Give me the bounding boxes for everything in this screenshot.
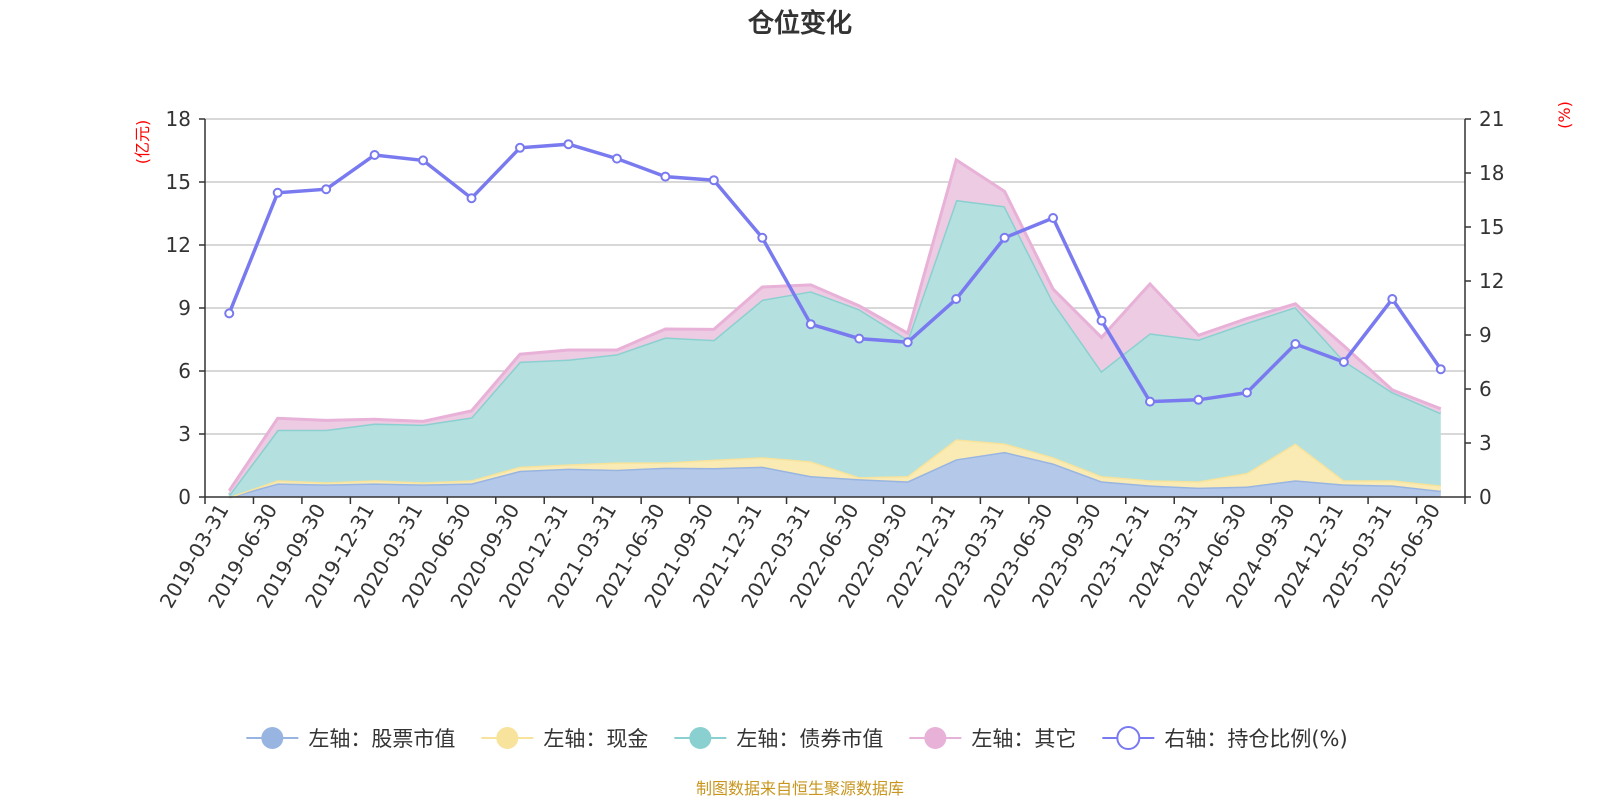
legend-swatch-marker [496, 727, 519, 749]
left-tick-label: 15 [166, 170, 191, 194]
area-edge-左轴：其它 [227, 157, 1442, 492]
ratio-point [902, 337, 913, 348]
ratio-point [805, 319, 816, 330]
source-note: 制图数据来自恒生聚源数据库 [696, 779, 904, 798]
right-tick-label: 6 [1479, 377, 1492, 401]
ratio-point [418, 155, 429, 166]
legend-label: 右轴：持仓比例(%) [1164, 727, 1347, 751]
legend-swatch-marker [924, 727, 947, 749]
right-tick-label: 0 [1479, 485, 1492, 509]
right-tick-label: 9 [1479, 323, 1492, 347]
ratio-point [272, 187, 283, 198]
left-tick-label: 9 [178, 296, 191, 320]
ratio-point [1338, 357, 1349, 367]
ratio-point [660, 171, 671, 182]
stacked-areas [227, 157, 1442, 499]
legend-label: 左轴：现金 [543, 727, 648, 751]
area-左轴：债券市值 [229, 199, 1441, 497]
ratio-point [1193, 394, 1204, 405]
left-tick-label: 3 [178, 422, 191, 446]
ratio-point [1241, 387, 1252, 398]
right-tick-label: 3 [1479, 431, 1492, 455]
ratio-point [515, 142, 525, 153]
right-tick-label: 21 [1479, 107, 1504, 131]
left-tick-label: 6 [178, 359, 191, 383]
ratio-point [1387, 294, 1398, 304]
ratio-point [466, 193, 477, 204]
ratio-point [1145, 396, 1155, 407]
area-左轴：现金 [229, 439, 1441, 497]
legend-label: 左轴：其它 [971, 727, 1076, 751]
legend-label: 左轴：股票市值 [308, 727, 455, 751]
ratio-point [1048, 213, 1059, 223]
ratio-point [1096, 315, 1107, 326]
left-tick-label: 12 [166, 233, 191, 257]
left-tick-label: 0 [178, 485, 191, 509]
ratio-line [224, 139, 1446, 407]
legend-swatch-marker [1116, 726, 1141, 750]
ratio-point [1435, 364, 1446, 375]
ratio-point [854, 333, 865, 344]
chart-title: 仓位变化 [747, 8, 852, 39]
ratio-point [369, 150, 380, 160]
right-tick-label: 12 [1479, 269, 1504, 293]
right-tick-label: 15 [1479, 215, 1504, 239]
left-tick-label: 18 [166, 107, 191, 131]
right-tick-label: 18 [1479, 161, 1504, 185]
ratio-point [999, 232, 1010, 243]
ratio-point [708, 175, 719, 186]
legend-swatch-marker [261, 727, 284, 749]
legend-swatch-marker [689, 727, 712, 749]
ratio-point [1290, 339, 1301, 349]
ratio-point [563, 139, 574, 150]
ratio-point [321, 184, 332, 195]
ratio-point [951, 294, 962, 304]
ratio-line-path [227, 142, 1443, 404]
ratio-point [757, 232, 768, 243]
right-axis-unit: (%) [1555, 101, 1574, 129]
ratio-point [611, 153, 622, 164]
ratio-point [224, 308, 235, 319]
legend-label: 左轴：债券市值 [736, 727, 883, 751]
legend: 左轴：股票市值 左轴：现金 左轴：债券市值 左轴：其它 右轴：持仓比例(%) [246, 726, 1348, 751]
left-axis-unit: (亿元) [133, 120, 152, 165]
